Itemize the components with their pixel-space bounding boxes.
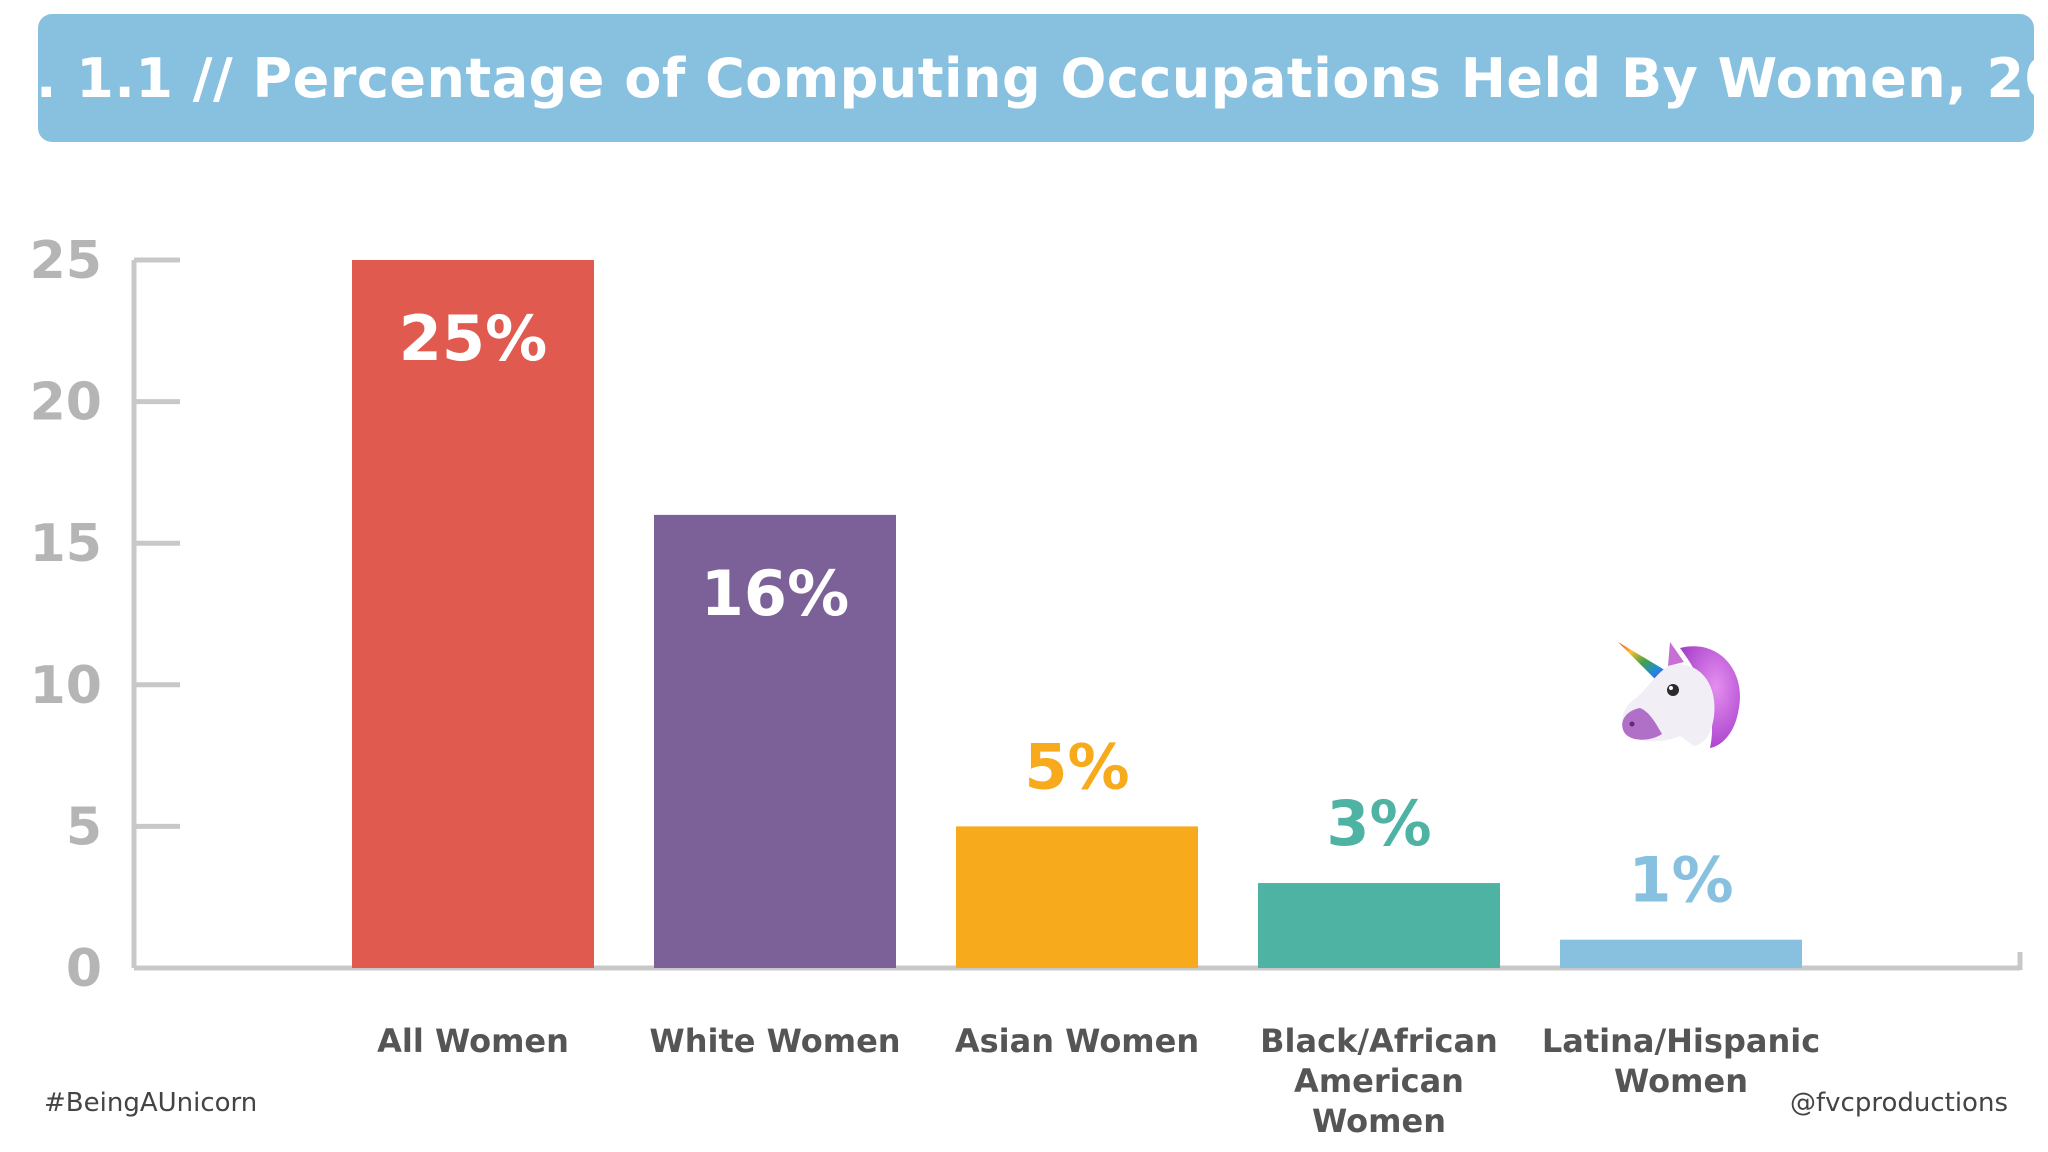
data-label: 1% [1628, 844, 1733, 917]
data-label: 3% [1326, 787, 1431, 860]
category-label: Women [1312, 1102, 1446, 1140]
category-label: American [1294, 1062, 1464, 1100]
handle-text: @fvcproductions [1790, 1088, 2008, 1118]
y-tick-label: 10 [30, 656, 102, 716]
hashtag-text: #BeingAUnicorn [44, 1088, 258, 1118]
data-label: 5% [1024, 730, 1129, 803]
bar [1560, 939, 1802, 968]
data-label: 25% [399, 302, 547, 375]
bar [1258, 883, 1500, 968]
category-label: Women [1614, 1062, 1748, 1100]
y-tick-label: 5 [66, 797, 102, 857]
y-tick-label: 15 [30, 514, 102, 574]
y-tick-label: 0 [66, 939, 102, 999]
chart-bars [352, 260, 1802, 968]
bar [654, 514, 896, 968]
category-label: Latina/Hispanic [1542, 1022, 1820, 1060]
y-tick-label: 20 [30, 373, 102, 433]
chart-axes: 0 5 10 15 20 25 [30, 231, 2023, 999]
category-label: Asian Women [955, 1022, 1199, 1060]
category-label: White Women [649, 1022, 900, 1060]
chart-labels: 25% All Women 16% White Women 5% Asian Women 3… [377, 302, 1820, 1140]
category-label: Black/African [1260, 1022, 1498, 1060]
title-banner: FIG. 1.1 // Percentage of Computing Occu… [0, 14, 2048, 142]
bar [352, 260, 594, 968]
chart-title: FIG. 1.1 // Percentage of Computing Occu… [0, 46, 2048, 110]
unicorn-icon [1618, 642, 1741, 748]
category-label: All Women [377, 1022, 569, 1060]
data-label: 16% [701, 557, 849, 630]
y-tick-label: 25 [30, 231, 102, 291]
bar [956, 826, 1198, 968]
